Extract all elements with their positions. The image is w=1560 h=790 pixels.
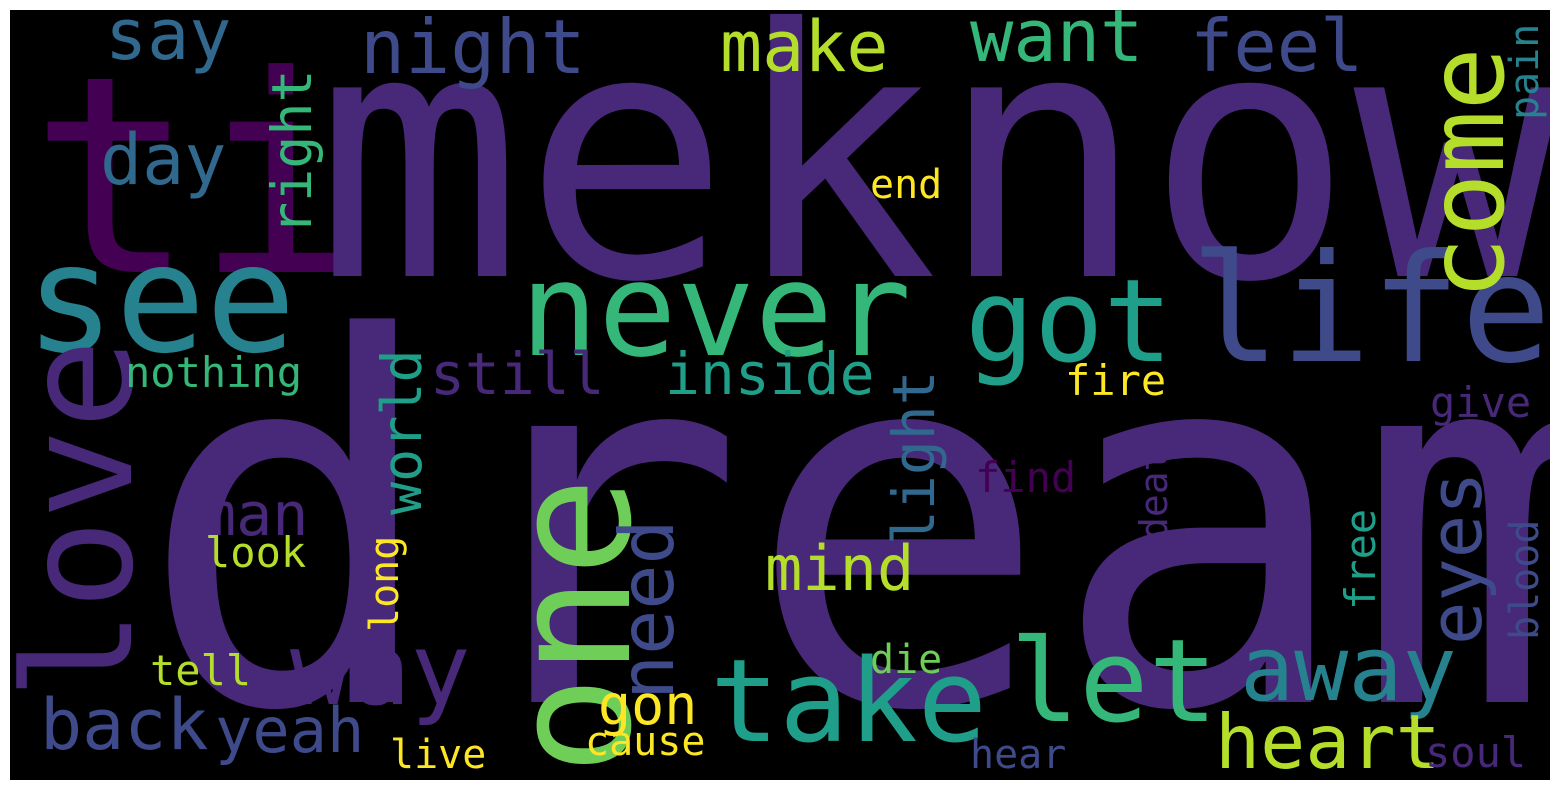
word-take: take: [710, 635, 987, 769]
word-mind: mind: [765, 532, 915, 605]
word-end: end: [870, 162, 943, 208]
word-find: find: [975, 453, 1077, 502]
word-still: still: [430, 340, 605, 408]
word-nothing: nothing: [125, 348, 303, 397]
word-want: want: [970, 10, 1144, 78]
word-die: die: [870, 637, 943, 683]
word-eyes: eyes: [1414, 471, 1498, 645]
word-back: back: [40, 684, 209, 766]
word-light: light: [880, 370, 948, 545]
word-feel: feel: [1190, 10, 1364, 88]
word-night: night: [360, 10, 586, 91]
word-let: let: [1010, 615, 1218, 749]
word-inside: inside: [665, 340, 875, 408]
word-away: away: [1240, 617, 1457, 722]
word-day: day: [100, 119, 227, 201]
word-dream: dream: [138, 234, 1550, 781]
word-got: got: [965, 255, 1173, 389]
word-heart: heart: [1215, 698, 1441, 780]
word-cause: cause: [585, 719, 706, 765]
word-cloud: dream ti meknow see love never one life …: [10, 10, 1550, 780]
word-give: give: [1430, 378, 1532, 427]
word-see: see: [25, 213, 296, 387]
word-fire: fire: [1065, 356, 1167, 405]
word-way: way: [290, 611, 471, 728]
word-time: ti: [30, 17, 362, 337]
word-yeah: yeah: [215, 694, 365, 767]
word-life: life: [1190, 223, 1550, 397]
word-soul: soul: [1425, 728, 1527, 777]
word-blood: blood: [1502, 519, 1548, 640]
word-man: man: [200, 480, 309, 550]
word-pain: pain: [1502, 23, 1548, 120]
word-never: never: [520, 234, 912, 386]
word-hear: hear: [970, 732, 1067, 778]
word-death: death: [1132, 425, 1176, 540]
word-make: make: [720, 10, 889, 88]
word-meknow: meknow: [315, 10, 1550, 358]
word-long: long: [362, 535, 408, 632]
word-live: live: [390, 732, 487, 778]
word-right: right: [260, 69, 324, 235]
word-gon: gon: [598, 673, 698, 737]
word-tell: tell: [150, 646, 252, 695]
word-look: look: [205, 528, 307, 577]
word-free: free: [1336, 508, 1385, 610]
word-world: world: [370, 349, 434, 515]
word-say: say: [105, 10, 232, 76]
